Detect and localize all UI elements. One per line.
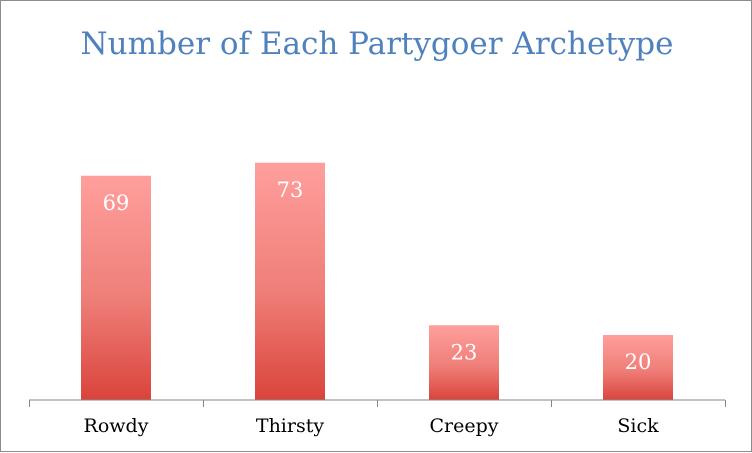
- data-label: 73: [277, 178, 304, 202]
- data-labels-layer: 69 73 23 20: [103, 178, 652, 374]
- bar-rowdy: [81, 175, 151, 400]
- data-label: 69: [103, 191, 130, 215]
- bars-layer: [81, 162, 673, 400]
- x-tick-label: Creepy: [429, 415, 498, 437]
- bar-sick: [603, 335, 673, 400]
- bar-thirsty: [255, 162, 325, 400]
- data-label: 23: [451, 340, 478, 364]
- x-tick-label: Sick: [617, 415, 659, 437]
- bar-creepy: [429, 325, 499, 400]
- x-tick-label: Thirsty: [256, 415, 324, 437]
- x-tick-label: Rowdy: [84, 415, 149, 437]
- data-label: 20: [625, 350, 652, 374]
- chart-title: Number of Each Partygoer Archetype: [80, 26, 674, 62]
- x-axis: Rowdy Thirsty Creepy Sick: [29, 399, 726, 437]
